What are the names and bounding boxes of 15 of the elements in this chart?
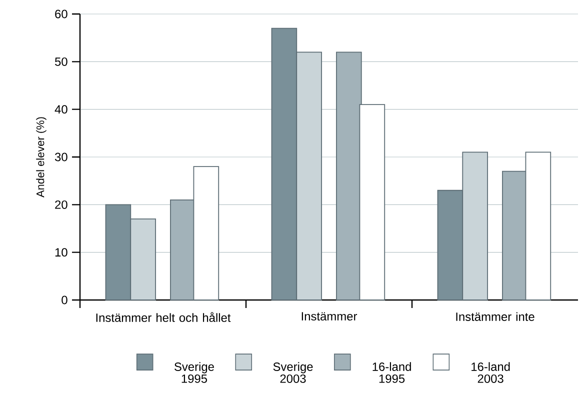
y-tick-label: 30 xyxy=(54,152,68,162)
x-tick-label: Instämmer xyxy=(302,312,358,321)
y-axis-title: Andel elever (%) xyxy=(36,117,46,198)
y-tick-label: 60 xyxy=(55,10,68,18)
legend-label: 16-land 2003 xyxy=(472,362,510,383)
y-tick-label: 40 xyxy=(54,105,68,114)
legend-label: Sverige 2003 xyxy=(273,362,313,383)
legend-label: Sverige 1995 xyxy=(174,362,214,383)
y-tick-label: 20 xyxy=(55,200,68,209)
legend-label: 16-land 1995 xyxy=(372,362,411,383)
x-tick-label: Instämmer inte xyxy=(456,312,534,321)
y-tick-label: 50 xyxy=(55,57,68,66)
x-tick-label: Instämmer helt och hållet xyxy=(96,312,231,322)
y-tick-label: 0 xyxy=(62,296,68,304)
y-tick-label: 10 xyxy=(55,248,68,257)
